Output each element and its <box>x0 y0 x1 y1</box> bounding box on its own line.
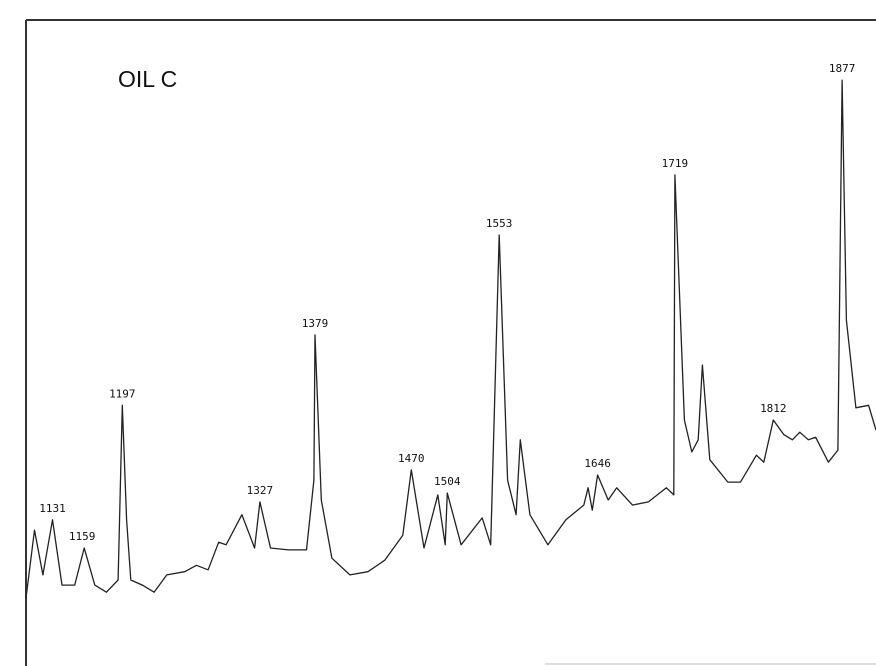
peak-label: 1159 <box>69 530 96 543</box>
peak-label: 1719 <box>662 157 689 170</box>
peak-label: 1646 <box>584 457 611 470</box>
peak-label: 1877 <box>829 62 856 75</box>
peak-label: 1379 <box>302 317 329 330</box>
peak-label: 1327 <box>247 484 274 497</box>
peak-label: 1553 <box>486 217 513 230</box>
peak-label: 1131 <box>39 502 66 515</box>
chart-title: OIL C <box>118 66 177 92</box>
peak-label: 1812 <box>760 402 787 415</box>
peak-label: 1470 <box>398 452 425 465</box>
spectrum-line <box>25 79 876 598</box>
peak-label: 1504 <box>434 475 461 488</box>
peak-label: 1197 <box>109 387 136 400</box>
